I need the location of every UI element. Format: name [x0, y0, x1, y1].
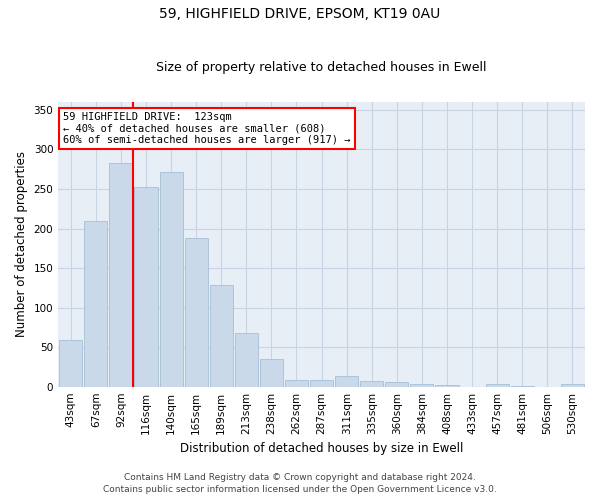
- Bar: [160, 172, 182, 386]
- Bar: [410, 384, 433, 386]
- Bar: [485, 384, 509, 386]
- Text: 59, HIGHFIELD DRIVE, EPSOM, KT19 0AU: 59, HIGHFIELD DRIVE, EPSOM, KT19 0AU: [160, 8, 440, 22]
- Bar: [84, 220, 107, 386]
- Bar: [436, 385, 458, 386]
- X-axis label: Distribution of detached houses by size in Ewell: Distribution of detached houses by size …: [180, 442, 463, 455]
- Bar: [235, 333, 258, 386]
- Bar: [260, 359, 283, 386]
- Bar: [134, 188, 158, 386]
- Title: Size of property relative to detached houses in Ewell: Size of property relative to detached ho…: [157, 62, 487, 74]
- Bar: [185, 238, 208, 386]
- Bar: [335, 376, 358, 386]
- Bar: [109, 163, 133, 386]
- Bar: [310, 380, 333, 386]
- Text: 59 HIGHFIELD DRIVE:  123sqm
← 40% of detached houses are smaller (608)
60% of se: 59 HIGHFIELD DRIVE: 123sqm ← 40% of deta…: [64, 112, 351, 145]
- Bar: [209, 286, 233, 386]
- Bar: [285, 380, 308, 386]
- Y-axis label: Number of detached properties: Number of detached properties: [15, 152, 28, 338]
- Bar: [360, 381, 383, 386]
- Text: Contains HM Land Registry data © Crown copyright and database right 2024.
Contai: Contains HM Land Registry data © Crown c…: [103, 472, 497, 494]
- Bar: [59, 340, 82, 386]
- Bar: [561, 384, 584, 386]
- Bar: [385, 382, 409, 386]
